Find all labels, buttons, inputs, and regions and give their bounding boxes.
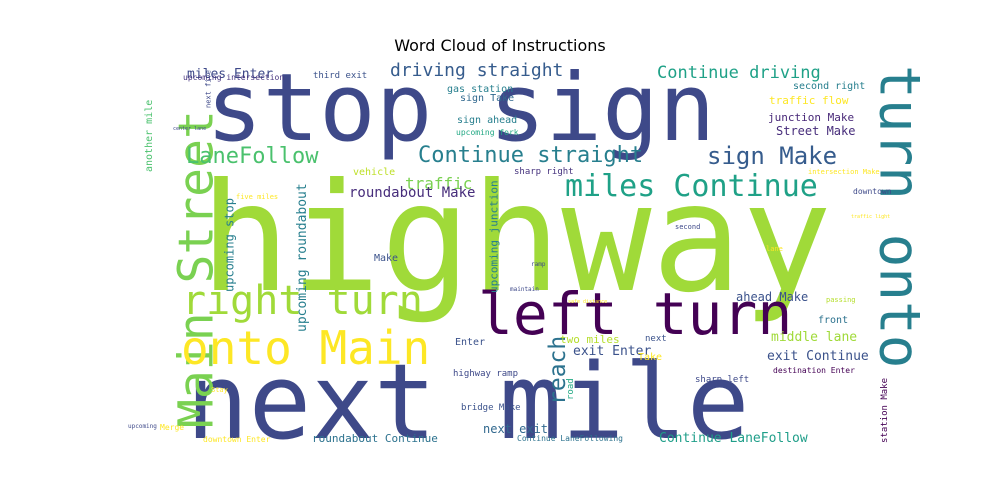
word-downtown: downtown: [853, 187, 892, 196]
word-sign-make: sign Make: [707, 142, 837, 170]
word-reach: reach: [545, 336, 571, 405]
word-make: Make: [374, 253, 398, 264]
word-five-miles: five miles: [236, 193, 278, 201]
word-ahead-make: ahead Make: [736, 290, 808, 304]
word-miles-enter: miles Enter: [187, 67, 273, 82]
word-upcoming-intersection: upcoming intersection: [183, 73, 284, 82]
word-main-street: Main Street: [168, 110, 224, 428]
word-highway: highway: [200, 152, 832, 326]
word-driving-straight: driving straight: [390, 60, 563, 81]
word-third-exit: third exit: [313, 71, 367, 81]
word-highway-ramp: highway ramp: [453, 369, 518, 379]
word-upcoming-roundabout: upcoming roundabout: [295, 183, 310, 332]
word-take: Take: [638, 352, 662, 363]
word-junction-make: junction Make: [768, 111, 854, 124]
word-vehicle: vehicle: [353, 167, 395, 178]
word-miles-continue: miles Continue: [565, 169, 818, 204]
word-upcoming-fork: upcoming fork: [456, 128, 519, 137]
word-roundabout-continue: roundabout Continue: [312, 432, 438, 445]
word-second-right: second right: [793, 81, 865, 92]
word-lanefollow: LaneFollow: [186, 144, 319, 169]
word-roundabout-make: roundabout Make: [349, 185, 475, 201]
word-two-miles: two miles: [560, 333, 620, 346]
words-layer: highway next mile stop sign left turn turn o…: [128, 54, 932, 463]
word-enter: Enter: [455, 337, 485, 348]
word-safe-distance: safe distance: [568, 299, 607, 305]
word-center-lane: center lane: [173, 126, 206, 132]
word-maintain: maintain: [510, 286, 539, 293]
word-second: second: [675, 223, 700, 231]
word-next: next: [645, 334, 667, 344]
word-sign-take: sign Take: [460, 93, 514, 104]
word-next-exit: next exit: [483, 422, 548, 436]
word-station-make: station Make: [880, 378, 890, 443]
word-street-make: Street Make: [776, 124, 855, 138]
word-passing: passing: [826, 296, 856, 304]
word-bridge-make: bridge Make: [461, 403, 521, 413]
word-ramp: ramp: [531, 261, 546, 268]
word-downtown-enter: downtown Enter: [203, 435, 271, 444]
word-stay: Stay: [211, 386, 228, 394]
word-sharp-right: sharp right: [514, 167, 574, 177]
word-left-turn: left turn: [478, 280, 792, 348]
word-continue-driving: Continue driving: [657, 63, 821, 83]
word-gas-station: gas station: [447, 84, 513, 95]
word-next-mile: next mile: [186, 341, 750, 463]
word-next-five: next five: [204, 70, 212, 108]
word-destination-enter: destination Enter: [773, 366, 855, 375]
word-continue-lanefollow: Continue LaneFollow: [659, 431, 808, 446]
word-continue-straight: Continue straight: [418, 143, 643, 168]
word-upcoming: upcoming: [128, 423, 157, 430]
word-middle-lane: middle lane: [771, 330, 857, 345]
word-lane: lane: [766, 245, 783, 253]
word-front: front: [818, 315, 848, 326]
word-right-turn: right turn: [182, 278, 423, 324]
word-upcoming-junction: upcoming junction: [488, 180, 501, 293]
word-exit-enter: exit Enter: [573, 344, 651, 359]
word-merge: Merge: [160, 423, 184, 432]
word-traffic-light: traffic light: [851, 214, 890, 220]
word-traffic-flow: traffic flow: [769, 94, 849, 107]
word-sharp-left: sharp left: [695, 375, 749, 385]
word-onto-main: onto Main: [181, 321, 430, 375]
word-intersection-make: intersection Make: [808, 168, 880, 176]
word-stop-sign: stop sign: [206, 54, 715, 163]
word-road: road: [566, 378, 576, 400]
word-sign-ahead: sign ahead: [457, 115, 517, 126]
chart-title: Word Cloud of Instructions: [394, 36, 606, 55]
word-another-mile: another mile: [144, 100, 155, 172]
word-turn-onto: turn onto: [867, 65, 932, 368]
word-upcoming-stop: upcoming stop: [222, 198, 236, 292]
word-continue-lanefollowing: Continue LaneFollowing: [517, 434, 623, 443]
word-exit-continue: exit Continue: [767, 349, 869, 364]
word-traffic: traffic: [405, 174, 472, 193]
